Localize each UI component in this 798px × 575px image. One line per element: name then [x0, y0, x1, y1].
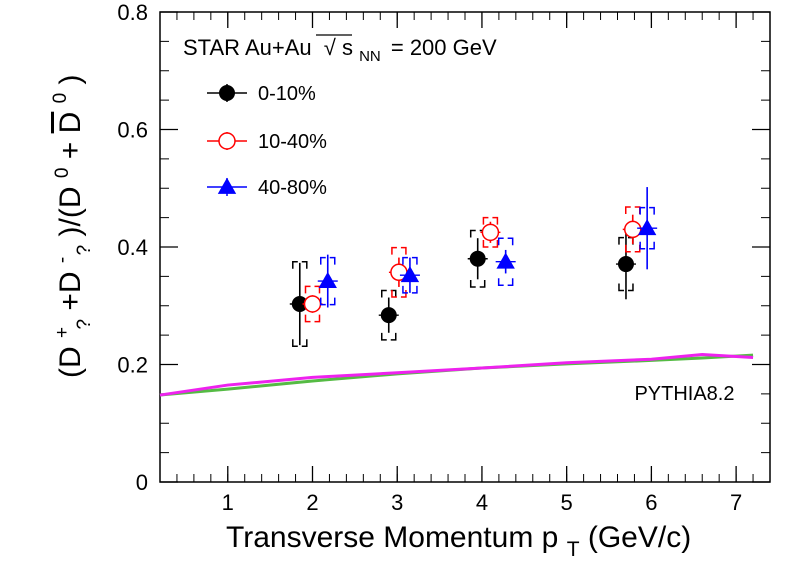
data-point — [469, 250, 486, 267]
data-point — [380, 307, 397, 324]
y-title-p3: )/(D — [54, 187, 87, 237]
legend-marker — [217, 177, 237, 194]
sys-bracket-bottom — [381, 332, 397, 341]
x-tick-label: 3 — [391, 490, 403, 515]
x-tick-label: 2 — [306, 490, 318, 515]
sys-bracket-bottom — [497, 278, 514, 286]
chart-header: STAR Au+Au √ s NN = 200 GeV — [183, 35, 497, 66]
legend-item: 10-40% — [207, 131, 327, 153]
legend-item: 40-80% — [207, 177, 327, 199]
data-point — [291, 295, 308, 312]
y-title-p5: ) — [54, 74, 87, 84]
x-axis-title-main: Transverse Momentum p — [226, 521, 558, 554]
legend-label: 0-10% — [258, 83, 316, 105]
sys-bracket-top — [497, 237, 514, 246]
y-tick-label: 0 — [136, 470, 148, 495]
plot-frame — [159, 11, 771, 483]
y-tick-label: 0.4 — [117, 235, 148, 260]
sys-bracket-bottom — [402, 285, 418, 294]
sys-bracket-top — [402, 256, 418, 265]
x-tick-label: 1 — [222, 490, 234, 515]
header-nn: NN — [359, 48, 381, 65]
y-title-p4: + — [54, 142, 87, 160]
y-title-p2: +D — [54, 271, 87, 310]
sys-bracket-top — [391, 246, 407, 255]
header-sqrt: √ — [324, 35, 337, 60]
data-point — [303, 295, 322, 313]
sys-bracket-top — [320, 256, 336, 265]
points-layer — [289, 187, 658, 348]
x-tick-label: 5 — [561, 490, 573, 515]
sys-bracket-top — [482, 216, 499, 225]
y-tick-label: 0.8 — [117, 0, 148, 25]
axes-layer: 0 0.2 0.4 0.6 0.8 1 2 3 4 5 6 7 — [117, 0, 770, 515]
series-0-10% — [289, 228, 636, 348]
data-point — [496, 252, 515, 269]
data-point — [318, 271, 337, 288]
sys-bracket-top — [292, 260, 308, 269]
sys-bracket-bottom — [482, 240, 499, 248]
sys-bracket-bottom — [304, 314, 321, 323]
y-title-sub2: ? — [74, 245, 95, 256]
x-axis-title-sub: T — [567, 538, 580, 561]
data-point — [481, 223, 500, 242]
y-title-sup2: - — [52, 257, 73, 263]
y-title-p1: (D — [54, 346, 87, 378]
header-s: s — [342, 35, 353, 60]
data-point — [637, 219, 657, 236]
curve-layer — [159, 353, 754, 397]
sys-bracket-bottom — [625, 244, 641, 253]
sys-bracket-bottom — [320, 297, 336, 306]
data-point — [624, 220, 642, 239]
x-axis-title: Transverse Momentum p T (GeV/c) — [226, 521, 691, 563]
header-prefix: STAR Au+Au — [183, 35, 312, 60]
legend-marker — [218, 132, 236, 150]
legend-label: 40-80% — [258, 177, 327, 199]
sys-bracket-top — [625, 206, 641, 215]
y-tick-label: 0.6 — [117, 118, 148, 143]
y-axis-title: (D + ? +D - ? )/(D 0 + D 0 ) — [40, 74, 97, 378]
y-title-sup1: + — [52, 327, 73, 338]
y-title-sup4: 0 — [50, 93, 71, 104]
sys-bracket-top — [304, 285, 321, 294]
sys-bracket-bottom — [469, 279, 486, 288]
y-title-sup3: 0 — [52, 168, 73, 179]
header-energy: = 200 GeV — [391, 35, 497, 60]
legend: 0-10% 10-40% 40-80% — [207, 83, 327, 199]
x-axis-title-unit: (GeV/c) — [588, 521, 691, 554]
data-point — [617, 256, 634, 273]
y-title-bar-d: D — [54, 112, 87, 134]
sys-bracket-bottom — [292, 339, 308, 348]
series-40-80% — [317, 187, 658, 308]
legend-marker — [219, 85, 235, 101]
y-tick-label: 0.2 — [117, 353, 148, 378]
sys-bracket-bottom — [639, 241, 655, 250]
data-point — [400, 266, 420, 283]
pythia-label: PYTHIA8.2 — [634, 383, 734, 405]
pythia-curve-magenta — [159, 353, 754, 397]
series-10-40% — [302, 206, 643, 323]
sys-bracket-bottom — [618, 283, 634, 292]
legend-item: 0-10% — [207, 83, 316, 105]
sys-bracket-top — [639, 206, 655, 215]
x-tick-label: 4 — [476, 490, 488, 515]
x-tick-label: 7 — [730, 490, 742, 515]
legend-label: 10-40% — [258, 131, 327, 153]
y-title-sub1: ? — [74, 319, 95, 330]
x-tick-label: 6 — [645, 490, 657, 515]
